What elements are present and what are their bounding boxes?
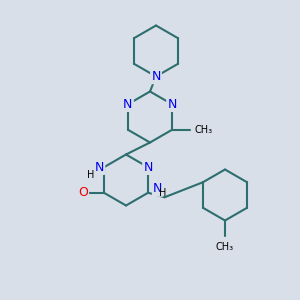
Text: CH₃: CH₃ (216, 242, 234, 251)
Text: N: N (167, 98, 177, 111)
Text: CH₃: CH₃ (195, 125, 213, 135)
Text: N: N (151, 70, 161, 83)
Text: N: N (95, 161, 104, 174)
Text: N: N (123, 98, 133, 111)
Text: N: N (143, 161, 153, 174)
Text: N: N (153, 182, 163, 196)
Text: O: O (78, 186, 88, 199)
Text: H: H (159, 188, 167, 199)
Text: H: H (87, 170, 94, 180)
